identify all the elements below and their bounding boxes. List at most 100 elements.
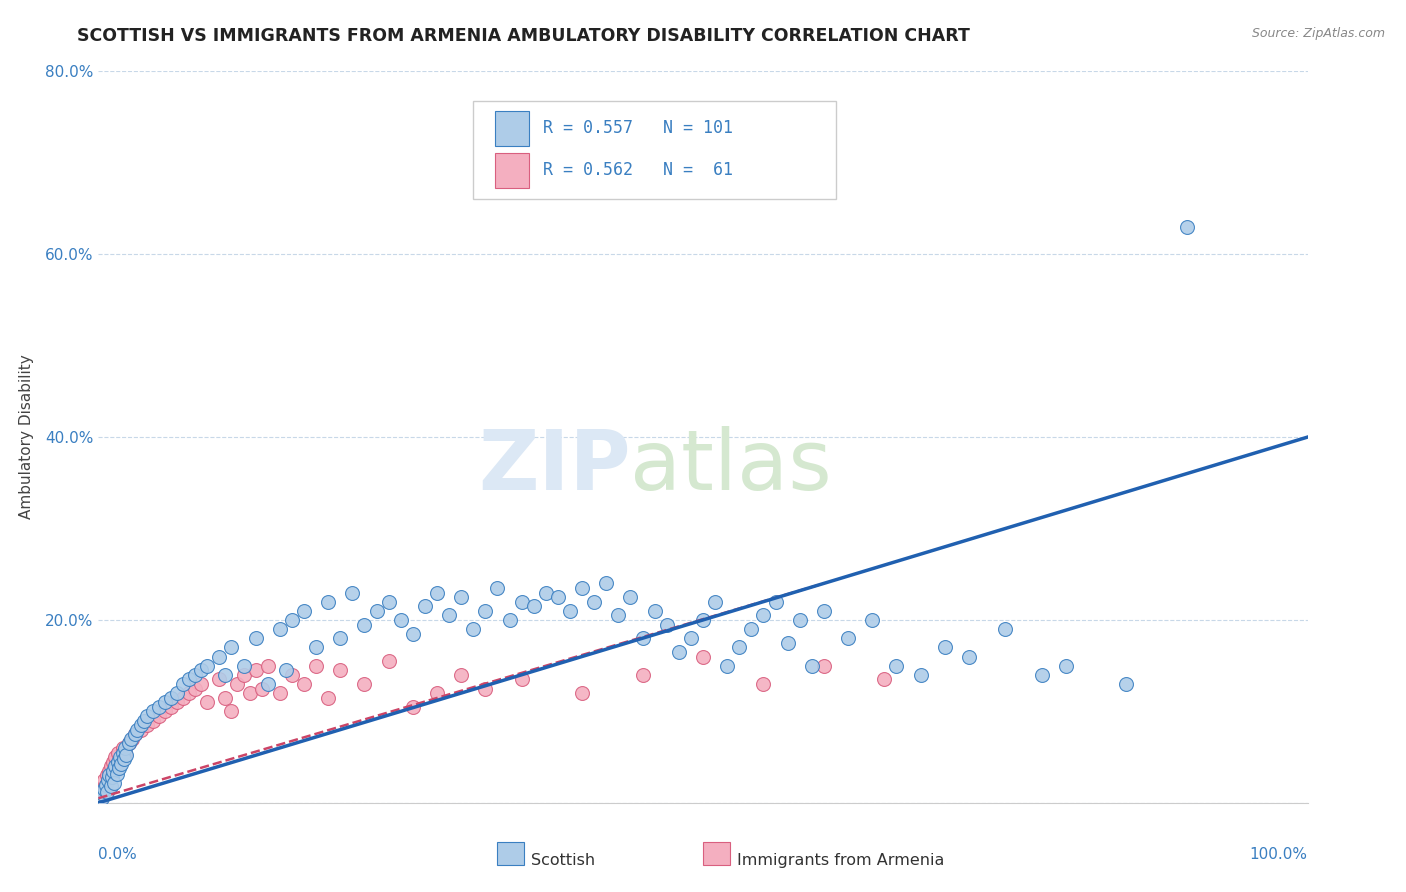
Point — [148, 709, 170, 723]
Point — [110, 757, 132, 772]
Point — [114, 740, 136, 755]
Bar — [495, 111, 529, 146]
Point — [292, 677, 315, 691]
Point — [837, 632, 859, 646]
Point — [232, 658, 254, 673]
Point — [281, 667, 304, 681]
Bar — [703, 841, 730, 865]
Point — [426, 686, 449, 700]
Text: R = 0.562   N =  61: R = 0.562 N = 61 — [543, 161, 734, 179]
Point — [190, 663, 212, 677]
Point — [232, 667, 254, 681]
Point — [269, 686, 291, 700]
Point — [118, 736, 141, 750]
Point — [1031, 667, 1053, 681]
Point — [114, 746, 136, 760]
Point — [619, 590, 641, 604]
Point — [107, 746, 129, 760]
Point — [134, 714, 156, 728]
Point — [534, 585, 557, 599]
Point — [873, 673, 896, 687]
Point — [129, 723, 152, 737]
Point — [256, 677, 278, 691]
Point — [583, 594, 606, 608]
Point — [377, 594, 399, 608]
Bar — [498, 841, 524, 865]
Point — [510, 594, 533, 608]
Point — [98, 768, 121, 782]
Point — [142, 705, 165, 719]
Point — [100, 759, 122, 773]
Point — [353, 617, 375, 632]
FancyBboxPatch shape — [474, 101, 837, 200]
Point — [316, 690, 339, 705]
Point — [655, 617, 678, 632]
Point — [108, 761, 131, 775]
Point — [571, 686, 593, 700]
Text: Source: ZipAtlas.com: Source: ZipAtlas.com — [1251, 27, 1385, 40]
Point — [195, 658, 218, 673]
Point — [463, 622, 485, 636]
Point — [274, 663, 297, 677]
Point — [239, 686, 262, 700]
Point — [910, 667, 932, 681]
Point — [166, 686, 188, 700]
Point — [716, 658, 738, 673]
Point — [813, 604, 835, 618]
Text: 0.0%: 0.0% — [98, 847, 138, 862]
Point — [120, 731, 142, 746]
Point — [135, 718, 157, 732]
Point — [111, 746, 134, 760]
Point — [179, 686, 201, 700]
Point — [353, 677, 375, 691]
Point — [91, 787, 114, 801]
Point — [389, 613, 412, 627]
Point — [148, 699, 170, 714]
Point — [413, 599, 436, 614]
Bar — [495, 153, 529, 187]
Point — [377, 654, 399, 668]
Point — [94, 778, 117, 792]
Point — [226, 677, 249, 691]
Point — [813, 658, 835, 673]
Point — [93, 782, 115, 797]
Point — [595, 576, 617, 591]
Point — [752, 608, 775, 623]
Point — [190, 677, 212, 691]
Point — [957, 649, 980, 664]
Point — [631, 667, 654, 681]
Point — [860, 613, 883, 627]
Point — [607, 608, 630, 623]
Point — [1175, 219, 1198, 234]
Point — [692, 649, 714, 664]
Point — [329, 632, 352, 646]
Point — [195, 695, 218, 709]
Point — [208, 673, 231, 687]
Point — [342, 585, 364, 599]
Point — [402, 699, 425, 714]
Point — [166, 695, 188, 709]
Point — [631, 632, 654, 646]
Point — [1115, 677, 1137, 691]
Point — [124, 727, 146, 741]
Point — [679, 632, 702, 646]
Point — [437, 608, 460, 623]
Point — [789, 613, 811, 627]
Point — [111, 740, 134, 755]
Point — [103, 775, 125, 789]
Point — [281, 613, 304, 627]
Point — [292, 604, 315, 618]
Point — [474, 604, 496, 618]
Point — [153, 705, 176, 719]
Point — [98, 764, 121, 778]
Point — [124, 727, 146, 741]
Point — [94, 778, 117, 792]
Text: Scottish: Scottish — [531, 854, 595, 868]
Point — [96, 768, 118, 782]
Point — [115, 748, 138, 763]
Point — [96, 785, 118, 799]
Point — [558, 604, 581, 618]
Point — [221, 705, 243, 719]
Point — [474, 681, 496, 696]
Point — [740, 622, 762, 636]
